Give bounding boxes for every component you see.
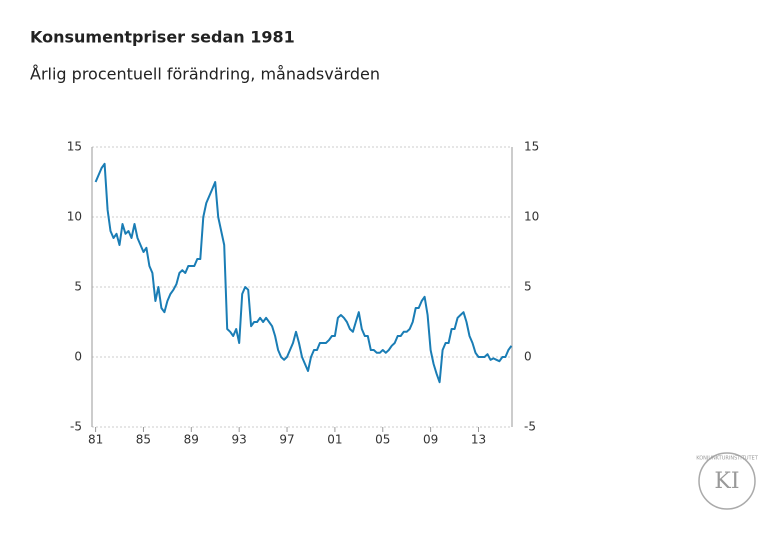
line bbox=[94, 162, 513, 384]
chart-title: Konsumentpriser sedan 1981 bbox=[30, 28, 295, 47]
x-tick-label: 97 bbox=[279, 433, 294, 447]
logo: KI KONJUNKTURINSTITUTET bbox=[696, 452, 759, 510]
y2-tick-label: -5 bbox=[524, 420, 536, 434]
logo-letters: KI bbox=[714, 469, 739, 494]
x-tick-label: 13 bbox=[471, 433, 486, 447]
x-tick-label: 85 bbox=[136, 433, 151, 447]
y-tick-label: 0 bbox=[74, 350, 82, 364]
y-tick-label: 10 bbox=[67, 210, 82, 224]
x-tick-label: 09 bbox=[423, 433, 438, 447]
y-tick-label: 15 bbox=[67, 140, 82, 154]
x-tick-label: 81 bbox=[88, 433, 103, 447]
x-tick-label: 89 bbox=[184, 433, 199, 447]
y-tick-label: -5 bbox=[70, 420, 82, 434]
y2-tick-label: 5 bbox=[524, 280, 532, 294]
x-tick-label: 93 bbox=[232, 433, 247, 447]
y2-tick-label: 10 bbox=[524, 210, 539, 224]
y2-tick-label: 0 bbox=[524, 350, 532, 364]
y-tick-label: 5 bbox=[74, 280, 82, 294]
x-tick-label: 01 bbox=[327, 433, 342, 447]
logo-ring bbox=[698, 452, 756, 510]
x-tick-label: 05 bbox=[375, 433, 390, 447]
chart-subtitle: Årlig procentuell förändring, månadsvärd… bbox=[30, 65, 380, 84]
logo-ring-text: KONJUNKTURINSTITUTET bbox=[696, 456, 758, 462]
y2-tick-label: 15 bbox=[524, 140, 539, 154]
